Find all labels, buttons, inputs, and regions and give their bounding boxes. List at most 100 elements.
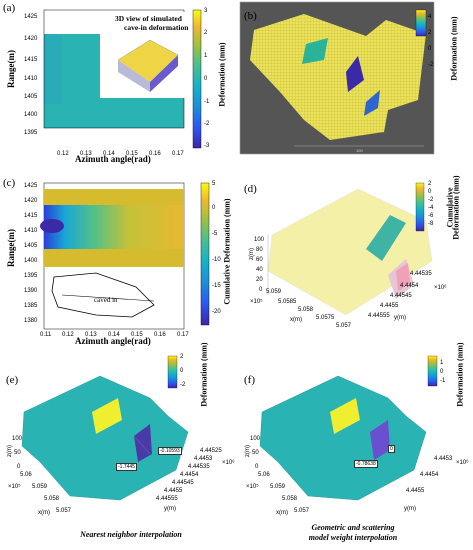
c-ytick: 1405	[24, 243, 38, 249]
e-xlabel: x(m)	[38, 510, 50, 516]
e-caption: Nearest neighbor interpolation	[80, 530, 182, 539]
f-cbar-tick: 1	[440, 360, 444, 366]
a-cbar-tick: -3	[204, 143, 210, 149]
panel-b: (b) 100 4 2 0 -2 Deformation (mm)	[238, 0, 473, 165]
d-cbar-tick: 2	[428, 181, 432, 187]
f-datatip-1[interactable]: 0	[388, 445, 395, 453]
b-cbar-tick: 2	[428, 30, 432, 36]
panel-f-surface	[259, 355, 438, 501]
a-ytick: 1405	[24, 94, 38, 100]
f-xtick: 5.059	[270, 484, 286, 490]
f-caption-line2: model weight interpolation	[308, 533, 398, 542]
a-ytick: 1415	[24, 57, 38, 63]
a-ytick: 1400	[24, 112, 38, 118]
d-cbar-tick: -8	[428, 221, 434, 227]
e-cbar-label: Deformation (mm)	[199, 342, 209, 407]
c-ytick: 1385	[24, 303, 38, 309]
d-ztick: 100	[254, 237, 265, 243]
c-xtick: 0.17	[177, 332, 189, 338]
d-cbar-tick: -4	[428, 205, 434, 211]
panel-b-render	[239, 1, 435, 155]
e-ztick: 0	[17, 464, 21, 470]
f-xlabel: x(m)	[276, 510, 288, 516]
c-cbar-tick: -20	[212, 309, 221, 315]
d-xlabel: x(m)	[290, 317, 302, 323]
f-ztick: 0	[255, 464, 259, 470]
panel-c-label: (c)	[3, 177, 16, 189]
inset-title-line1: 3D view of simulated	[115, 14, 182, 23]
f-datatip-2[interactable]: -0.78638	[354, 460, 378, 468]
f-cbar-label: Deformation (mm)	[455, 342, 465, 407]
c-ytick: 1400	[24, 258, 38, 264]
a-cbar-tick: 2	[204, 30, 208, 36]
panel-c: (c) caved in 1425 1420 1415 1410 1405 14…	[0, 175, 236, 346]
a-ytick: 1395	[24, 130, 38, 136]
a-cbar-tick: -1	[204, 99, 210, 105]
a-xlabel: Azimuth angle(rad)	[75, 154, 151, 164]
panel-e: (e) -0.10593 -1.7445 2 0 -2 Deformation …	[0, 342, 236, 550]
d-xtick: 5.0585	[278, 299, 297, 305]
e-datatip-2[interactable]: -1.7445	[116, 463, 137, 471]
a-ylabel: Range(m)	[6, 50, 16, 88]
f-zlabel: z(m)	[245, 445, 251, 457]
e-zlabel: z(m)	[7, 445, 13, 457]
e-x-exp: ×10⁵	[8, 484, 21, 490]
a-xtick: 0.13	[80, 151, 92, 157]
d-ztick: 60	[256, 257, 263, 263]
f-y-exp: ×10⁶	[456, 460, 469, 466]
d-y-exp: ×10⁶	[434, 285, 447, 291]
d-ytick: 4.4455	[380, 303, 399, 309]
f-ylabel: y(m)	[404, 506, 416, 512]
a-cbar-tick: -2	[204, 121, 210, 127]
c-cbar-tick: -5	[212, 231, 218, 237]
d-ytick: 4.44535	[410, 271, 432, 277]
a-xtick: 0.15	[126, 151, 138, 157]
e-xtick: 5.057	[56, 508, 72, 514]
e-cbar-tick: -2	[180, 382, 186, 388]
d-ylabel: y(m)	[394, 315, 406, 321]
a-xtick: 0.12	[57, 151, 69, 157]
e-ytick: 4.4455	[164, 488, 183, 494]
c-xtick: 0.15	[131, 332, 143, 338]
d-x-exp: ×10⁵	[250, 299, 263, 305]
c-ytick: 1410	[24, 228, 38, 234]
panel-a: (a) 3D view of simulated cave-in deforma…	[0, 0, 236, 165]
d-cbar-tick: -2	[428, 197, 434, 203]
panel-f: (f) 0 -0.78638 1 0 -1 Deformation (mm) z…	[238, 342, 473, 550]
d-cbar-tick: 0	[428, 189, 432, 195]
d-ytick: 4.44545	[390, 293, 412, 299]
c-xtick: 0.14	[108, 332, 120, 338]
panel-b-label: (b)	[244, 10, 257, 22]
c-xtick: 0.16	[154, 332, 166, 338]
a-cbar-tick: 1	[204, 53, 208, 59]
b-cbar-tick: -2	[428, 62, 434, 68]
d-zlabel: z(m)	[249, 248, 255, 260]
d-xtick: 5.058	[298, 307, 314, 313]
a-xtick: 0.14	[103, 151, 115, 157]
e-cbar-tick: 0	[180, 368, 184, 374]
panel-d-label: (d)	[244, 183, 257, 195]
e-ztick: 100	[12, 436, 23, 442]
f-ytick: 4.4453	[434, 456, 453, 462]
panel-e-label: (e)	[6, 374, 19, 386]
f-x-exp: ×10⁵	[246, 484, 259, 490]
f-ztick: 50	[252, 450, 259, 456]
e-ytick: 4.4454	[180, 472, 199, 478]
e-ytick: 4.44535	[188, 464, 210, 470]
f-xtick: 5.06	[258, 472, 270, 478]
f-cbar-tick: -1	[440, 378, 446, 384]
c-cbar-label: Cumulative Deformation (mm)	[222, 198, 232, 305]
b-cbar-label: Deformation (mm)	[449, 16, 459, 81]
panel-c-heatmap	[40, 182, 210, 330]
c-xtick: 0.11	[40, 332, 52, 338]
c-cbar-tick: 0	[212, 205, 216, 211]
c-xtick: 0.13	[85, 332, 97, 338]
b-cbar-tick: 4	[428, 14, 432, 20]
e-datatip-1[interactable]: -0.10593	[158, 447, 182, 455]
panel-e-surface	[21, 355, 189, 501]
d-ztick: 20	[256, 277, 263, 283]
e-ytick: 4.4453	[194, 456, 213, 462]
e-cbar-tick: 2	[180, 354, 184, 360]
c-cbar-tick: -15	[212, 283, 221, 289]
a-xtick: 0.17	[172, 151, 184, 157]
